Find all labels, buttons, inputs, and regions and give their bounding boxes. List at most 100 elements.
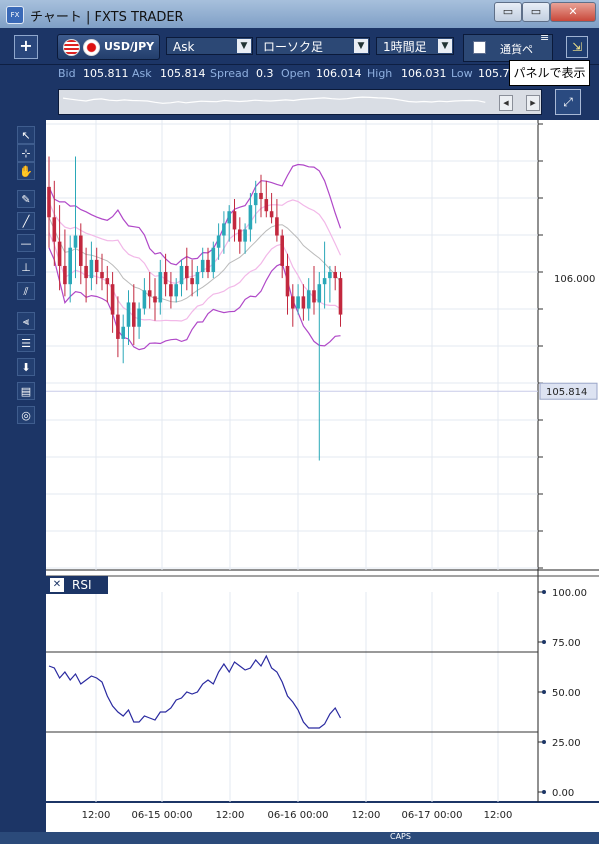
pencil-icon[interactable]: ✎ xyxy=(17,190,35,208)
high-label: High xyxy=(367,67,393,80)
candle-body xyxy=(248,205,253,230)
navigator-left-arrow[interactable]: ◀ xyxy=(499,95,513,111)
currency-panel-toggle[interactable]: 通貨ペ xyxy=(463,34,553,62)
close-button[interactable]: ✕ xyxy=(550,2,596,22)
candle-body xyxy=(306,290,311,309)
time-axis-label: 06-15 00:00 xyxy=(131,810,192,821)
fibonacci-icon[interactable]: ☰ xyxy=(17,334,35,352)
candlestick-chart: 105.814 106.000 100.00 75.00 50.00 25.00 0.00 1… xyxy=(46,120,599,832)
drawing-toolbar: ↖ ⊹ ✋ ✎ ╱ — ⊥ ⫽ ⫷ ☰ ⬇ ▤ ◎ xyxy=(10,120,46,844)
candle-body xyxy=(147,290,152,297)
panel-view-button[interactable]: ⇲ xyxy=(566,36,588,58)
bid-value: 105.811 xyxy=(83,67,129,80)
chevron-down-icon: ▼ xyxy=(237,39,251,53)
candle-body xyxy=(216,235,221,248)
jp-flag-icon xyxy=(83,39,100,56)
candle-body xyxy=(280,235,284,266)
candle-body xyxy=(291,296,295,309)
channel-icon[interactable]: ⫽ xyxy=(17,282,35,300)
chevron-down-icon: ▼ xyxy=(354,39,368,53)
time-axis-label: 12:00 xyxy=(216,810,245,821)
rsi-tick-label: 50.00 xyxy=(552,688,581,699)
chart-navigator[interactable]: ◀ ▶ xyxy=(58,89,542,115)
candle-body xyxy=(227,211,231,224)
app-icon: FX xyxy=(6,6,24,24)
candle-body xyxy=(206,259,210,273)
chevron-down-icon: ▼ xyxy=(438,39,452,53)
currency-panel-checkbox[interactable] xyxy=(473,41,486,54)
navigator-right-arrow[interactable]: ▶ xyxy=(526,95,540,111)
time-axis-label: 12:00 xyxy=(82,810,111,821)
quote-bar: Bid 105.811 Ask 105.814 Spread 0.3 Open … xyxy=(46,64,599,84)
trendline-icon[interactable]: ╱ xyxy=(17,212,35,230)
bollinger-upper-inner xyxy=(48,199,342,285)
currency-pair-button[interactable]: USD/JPY xyxy=(57,34,160,60)
candle-body xyxy=(89,259,94,279)
rsi-tick-dot xyxy=(542,790,546,794)
candle-body xyxy=(322,278,327,285)
maximize-button[interactable]: ▭ xyxy=(522,2,550,22)
rsi-tick-label: 100.00 xyxy=(552,588,587,599)
camera-icon[interactable]: ◎ xyxy=(17,406,35,424)
candle-body xyxy=(132,302,136,327)
us-flag-icon xyxy=(63,39,80,56)
auto-scale-button[interactable]: ⤢ xyxy=(555,89,581,115)
candle-body xyxy=(253,192,258,206)
candle-body xyxy=(185,265,189,279)
timeframe-select[interactable]: 1時間足 ▼ xyxy=(376,37,454,55)
candle-body xyxy=(333,272,337,279)
price-plot-background xyxy=(46,120,538,570)
minimize-button[interactable]: ▭ xyxy=(494,2,522,22)
candle-body xyxy=(105,278,110,285)
candle-body xyxy=(158,272,163,303)
time-axis-label: 12:00 xyxy=(352,810,381,821)
candle-body xyxy=(190,278,194,285)
low-value: 105.78 xyxy=(478,67,517,80)
chart-toolbar: + USD/JPY Ask ▼ ローソク足 ▼ 1時間足 ▼ 通貨ペ ≡ ⇲ xyxy=(0,28,599,65)
candle-body xyxy=(94,259,99,273)
rsi-tick-label: 75.00 xyxy=(552,638,581,649)
rsi-tick-label: 25.00 xyxy=(552,738,581,749)
rsi-tick-dot xyxy=(542,640,546,644)
hand-icon[interactable]: ✋ xyxy=(17,162,35,180)
candle-body xyxy=(121,326,125,339)
current-price-tag xyxy=(539,382,598,400)
close-icon[interactable]: ✕ xyxy=(50,578,64,592)
candle-body xyxy=(200,259,205,273)
fan-icon[interactable]: ⫷ xyxy=(17,312,35,330)
candle-body xyxy=(317,284,322,303)
ask-value: 105.814 xyxy=(160,67,206,80)
download-icon[interactable]: ⬇ xyxy=(17,358,35,376)
candle-body xyxy=(296,296,300,309)
chart-type-select[interactable]: ローソク足 ▼ xyxy=(256,37,370,55)
time-axis-background xyxy=(46,802,599,832)
candle-body xyxy=(57,241,62,266)
time-axis-label: 06-16 00:00 xyxy=(267,810,328,821)
crosshair-icon[interactable]: ⊹ xyxy=(17,144,35,162)
candle-body xyxy=(63,265,67,285)
candle-body xyxy=(211,247,216,273)
menu-icon[interactable]: ≡ xyxy=(540,31,550,44)
chart-type-value: ローソク足 xyxy=(263,40,324,54)
candle-body xyxy=(116,314,120,339)
rsi-title: RSI xyxy=(72,578,92,592)
horizontal-line-icon[interactable]: — xyxy=(17,234,35,252)
bid-label: Bid xyxy=(58,67,76,80)
bollinger-upper-outer xyxy=(48,163,342,266)
rsi-tick-dot xyxy=(542,690,546,694)
price-type-select[interactable]: Ask ▼ xyxy=(166,37,253,55)
rsi-line xyxy=(48,654,342,729)
chart-area[interactable]: 105.814 106.000 100.00 75.00 50.00 25.00 0.00 1… xyxy=(46,120,599,844)
vertical-line-icon[interactable]: ⊥ xyxy=(17,258,35,276)
select-arrow-icon[interactable]: ↖ xyxy=(17,126,35,144)
currency-pair-label: USD/JPY xyxy=(104,40,155,53)
candle-body xyxy=(126,302,131,327)
time-axis-label: 12:00 xyxy=(484,810,513,821)
add-chart-button[interactable]: + xyxy=(14,35,38,59)
candle-body xyxy=(269,211,274,218)
candle-body xyxy=(264,199,269,212)
list-icon[interactable]: ▤ xyxy=(17,382,35,400)
time-axis-label: 06-17 00:00 xyxy=(401,810,462,821)
candle-body xyxy=(163,272,168,285)
price-type-value: Ask xyxy=(173,40,195,54)
